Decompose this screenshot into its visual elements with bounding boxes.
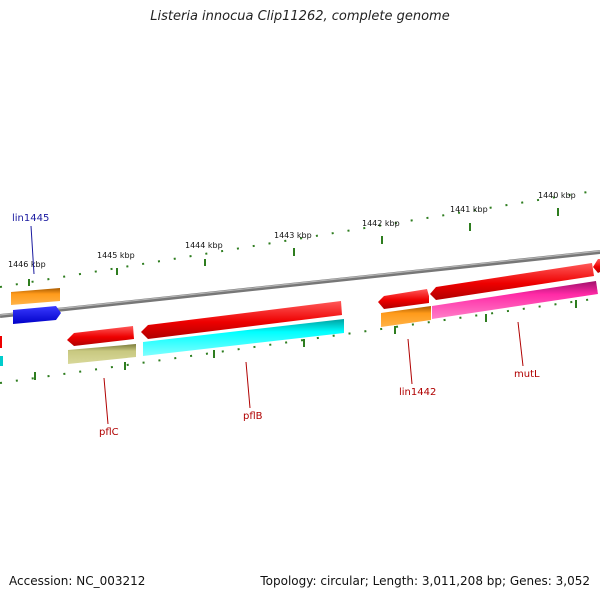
- leader-lin1442: [407, 338, 413, 385]
- gene-label-lin1445: lin1445: [12, 213, 49, 224]
- leader-pflB: [245, 361, 251, 409]
- gene-mutL-feature[interactable]: [432, 279, 600, 319]
- gene-label-pflC: pflC: [99, 427, 119, 438]
- tick-label-1446-kbp: 1446 kbp: [8, 260, 46, 269]
- tick-label-1440-kbp: 1440 kbp: [538, 191, 576, 200]
- tick-label-1445-kbp: 1445 kbp: [97, 251, 135, 260]
- gene-pflB-cds[interactable]: [141, 301, 342, 339]
- gene-label-pflB: pflB: [243, 411, 263, 422]
- leader-lin1445: [30, 225, 35, 275]
- gene-pflC-cds[interactable]: [67, 326, 134, 346]
- gene-left-edge-cds: [0, 336, 2, 348]
- tick-label-1442-kbp: 1442 kbp: [362, 219, 400, 228]
- leader-pflC: [103, 377, 109, 425]
- gene-label-lin1442: lin1442: [399, 387, 436, 398]
- gene-left-edge-feature: [0, 356, 3, 366]
- gene-lin1442-cds[interactable]: [378, 289, 429, 309]
- gene-label-mutL: mutL: [514, 369, 540, 380]
- tick-label-1444-kbp: 1444 kbp: [185, 241, 223, 250]
- leader-mutL: [517, 321, 524, 367]
- tick-label-1441-kbp: 1441 kbp: [450, 205, 488, 214]
- gene-mutL-cds[interactable]: [430, 263, 594, 300]
- gene-pflB-feature[interactable]: [143, 319, 344, 356]
- map-title: Listeria innocua Clip11262, complete gen…: [150, 9, 450, 24]
- genome-summary-text: Topology: circular; Length: 3,011,208 bp…: [260, 574, 590, 588]
- tick-label-1443-kbp: 1443 kbp: [274, 231, 312, 240]
- gene-lin1442-feature[interactable]: [381, 306, 431, 327]
- accession-text: Accession: NC_003212: [9, 574, 146, 588]
- gene-lin1445-feature[interactable]: [11, 288, 60, 305]
- gene-lin1445-cds[interactable]: [13, 306, 61, 324]
- genome-backbone: [0, 250, 600, 318]
- gene-right-edge-cds[interactable]: [593, 259, 600, 273]
- inner-tick-ring: [0, 297, 600, 384]
- major-ticks: 1446 kbp 1445 kbp 1444 kbp 1443 kbp 1442…: [8, 191, 576, 286]
- gene-pflC-feature[interactable]: [68, 344, 136, 364]
